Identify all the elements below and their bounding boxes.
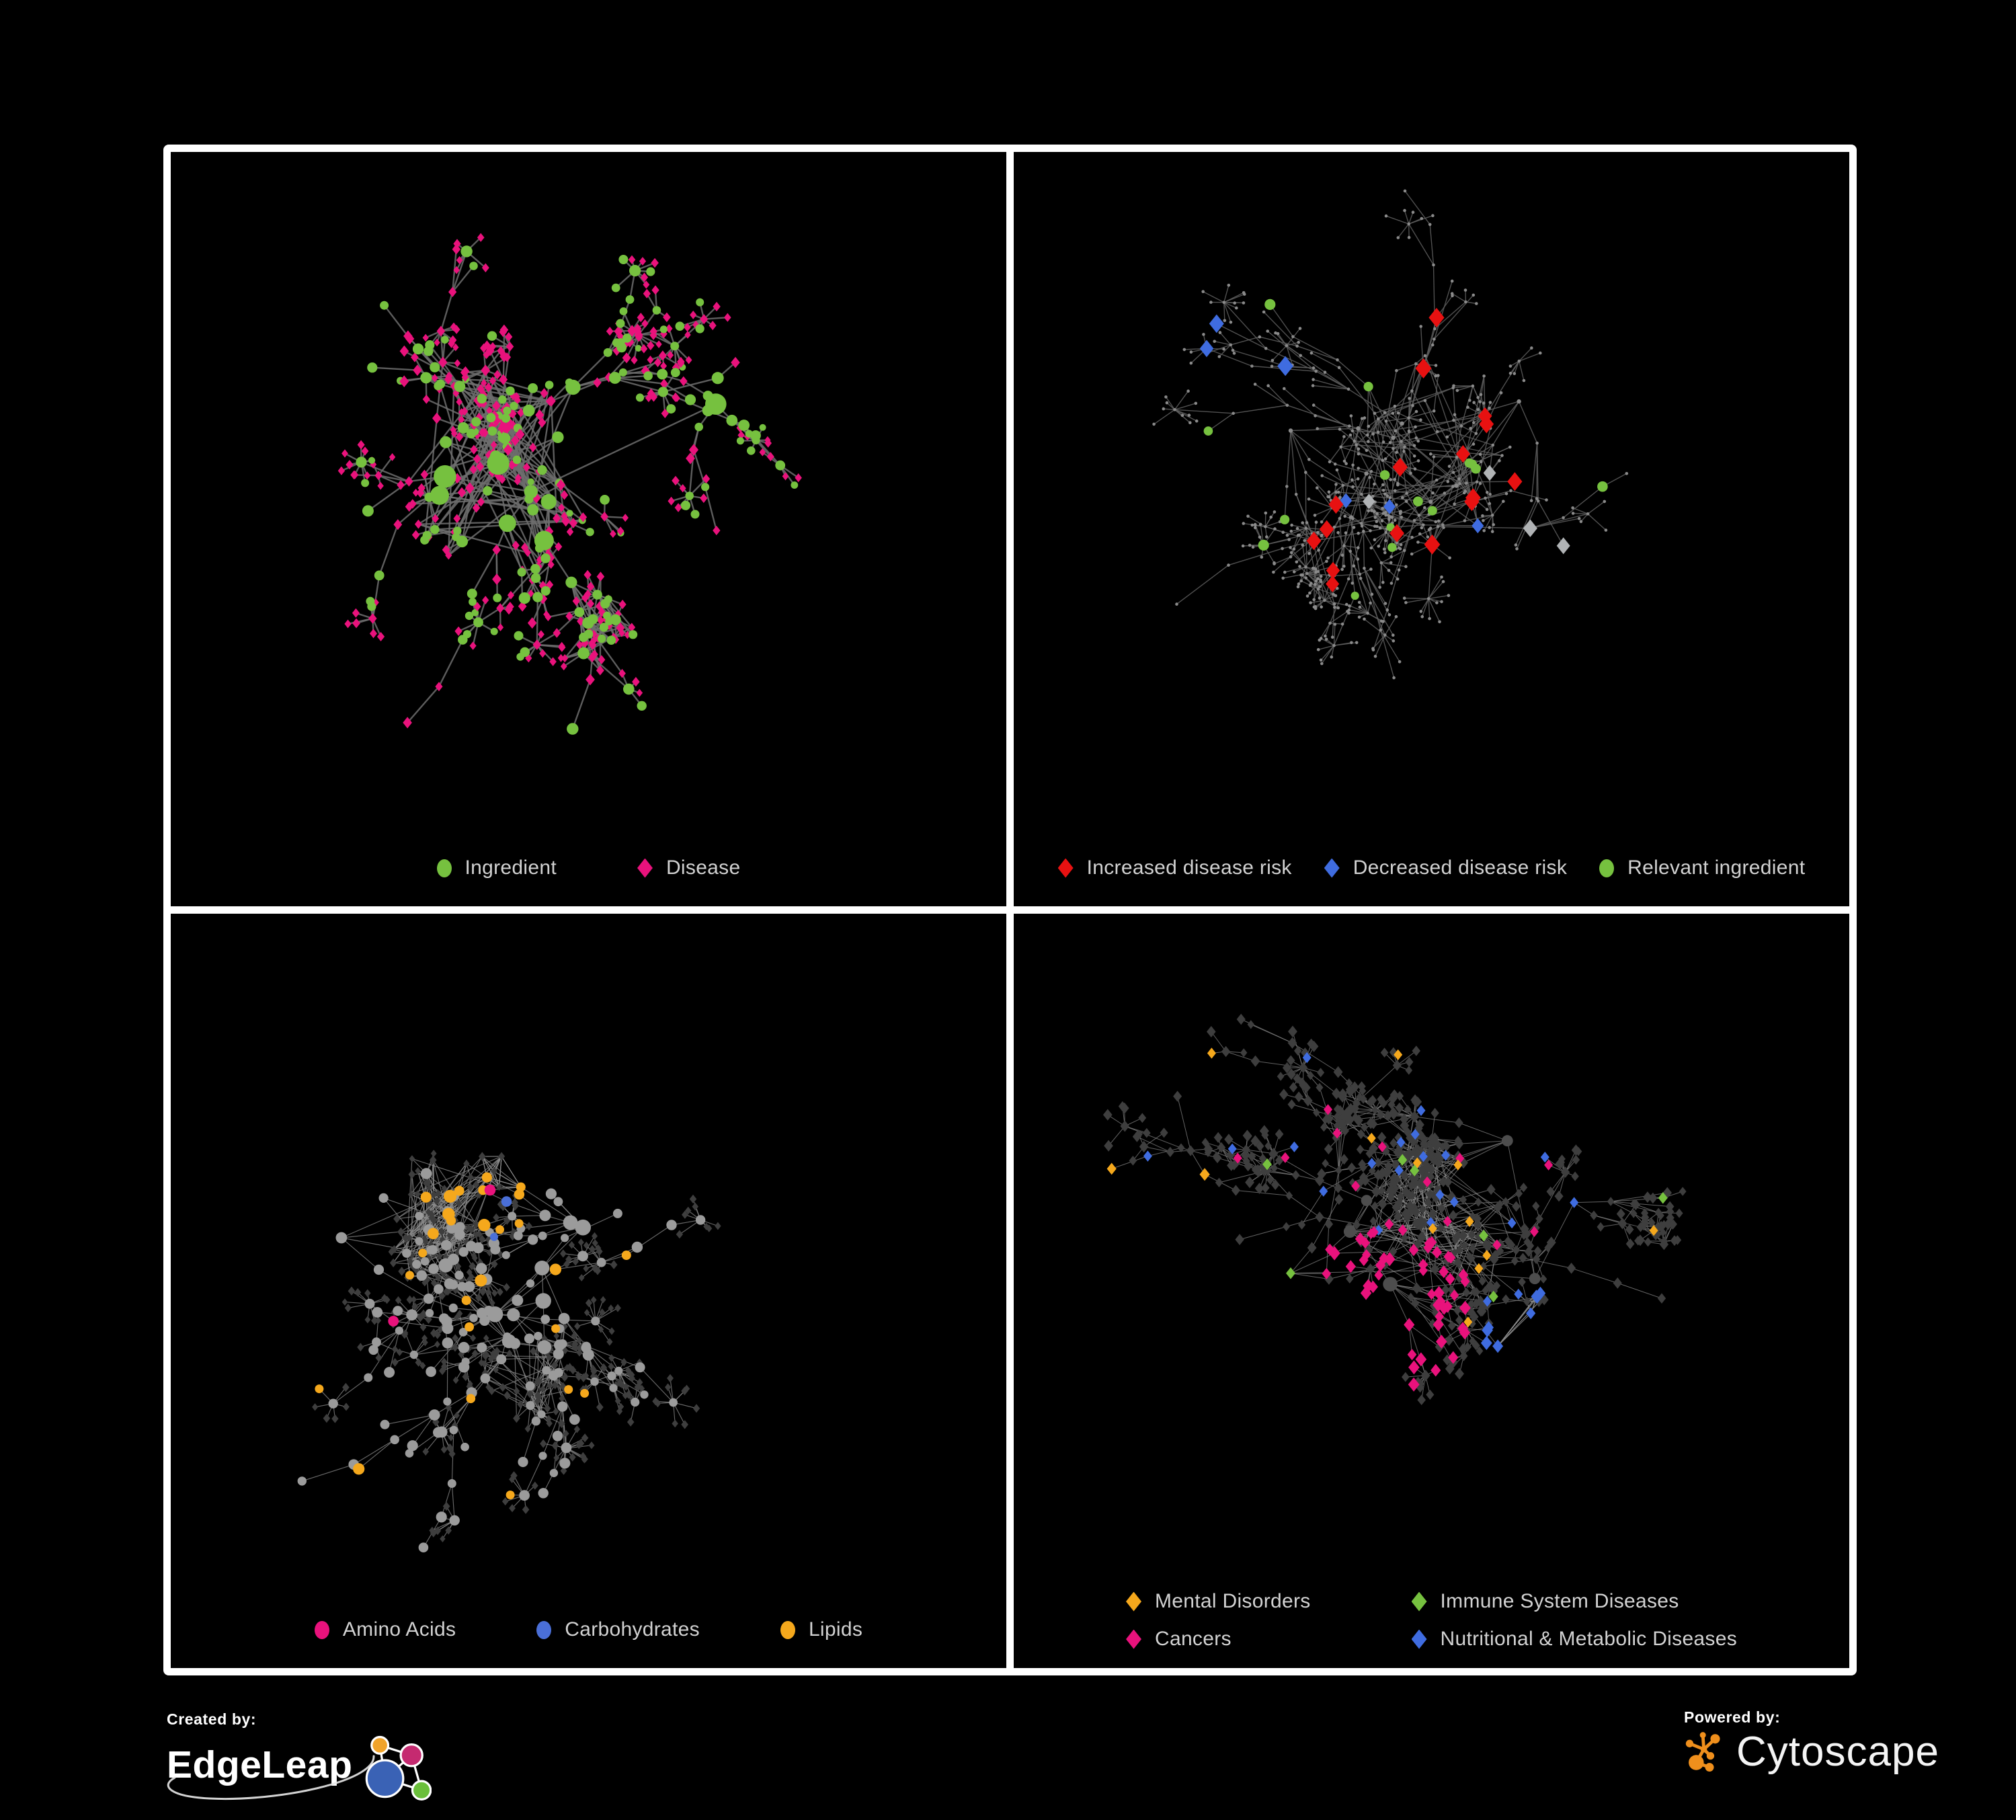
legend-item-disease: Disease bbox=[637, 857, 740, 879]
increased-risk-marker-icon bbox=[1057, 858, 1074, 878]
panel-ingredient-disease: Ingredient Disease bbox=[171, 152, 1006, 906]
nutritional-metabolic-marker-icon bbox=[1411, 1629, 1427, 1649]
legend-item-ingredient: Ingredient bbox=[436, 857, 557, 879]
network-disease-risk bbox=[1152, 189, 1629, 680]
network-ingredient-disease bbox=[337, 233, 802, 735]
legend-item-lipids: Lipids bbox=[780, 1618, 862, 1641]
panel-disease-risk: Increased disease risk Decreased disease… bbox=[1014, 152, 1849, 906]
legend-item-cancers: Cancers bbox=[1126, 1628, 1232, 1651]
legend-label-decreased-risk: Decreased disease risk bbox=[1353, 857, 1568, 879]
relevant-ingredient-marker-icon bbox=[1599, 859, 1615, 877]
legend-label-amino-acids: Amino Acids bbox=[342, 1618, 456, 1640]
amino-acids-marker-icon bbox=[314, 1620, 329, 1639]
legend-label-nutritional-metabolic: Nutritional & Metabolic Diseases bbox=[1440, 1628, 1737, 1650]
edgeleap-logo-icon bbox=[366, 1735, 432, 1801]
panel-macronutrients: Amino Acids Carbohydrates Lipids bbox=[171, 914, 1006, 1668]
cytoscape-wordmark: Cytoscape bbox=[1736, 1729, 1939, 1775]
powered-by-label: Powered by: bbox=[1684, 1708, 1781, 1726]
legend-label-increased-risk: Increased disease risk bbox=[1086, 857, 1292, 879]
legend-macronutrients: Amino Acids Carbohydrates Lipids bbox=[171, 1618, 1006, 1641]
legend-ingredient-disease: Ingredient Disease bbox=[171, 857, 1006, 879]
legend-item-increased-risk: Increased disease risk bbox=[1057, 857, 1292, 879]
cancers-marker-icon bbox=[1126, 1629, 1141, 1649]
legend-item-immune-diseases: Immune System Diseases bbox=[1411, 1590, 1679, 1613]
legend-label-immune-diseases: Immune System Diseases bbox=[1440, 1590, 1679, 1612]
legend-item-mental-disorders: Mental Disorders bbox=[1126, 1590, 1311, 1613]
network-macronutrients bbox=[297, 1150, 721, 1552]
legend-item-amino-acids: Amino Acids bbox=[314, 1618, 456, 1641]
legend-item-relevant-ingredient: Relevant ingredient bbox=[1599, 857, 1805, 879]
network-disease-categories bbox=[1102, 1013, 1687, 1405]
legend-label-disease: Disease bbox=[666, 857, 741, 879]
powered-by-credit: Powered by: Cytoscape bbox=[1684, 1708, 1966, 1809]
legend-label-lipids: Lipids bbox=[808, 1618, 863, 1640]
legend-label-ingredient: Ingredient bbox=[465, 857, 557, 879]
decreased-risk-marker-icon bbox=[1324, 858, 1340, 878]
created-by-label: Created by: bbox=[167, 1710, 257, 1728]
legend-item-nutritional-metabolic: Nutritional & Metabolic Diseases bbox=[1411, 1628, 1737, 1651]
lipids-marker-icon bbox=[780, 1620, 795, 1639]
panel-disease-categories: Mental Disorders Immune System Diseases … bbox=[1014, 914, 1849, 1668]
cytoscape-logo-icon bbox=[1685, 1731, 1720, 1772]
legend-disease-risk: Increased disease risk Decreased disease… bbox=[1014, 857, 1849, 879]
carbohydrates-marker-icon bbox=[536, 1620, 552, 1639]
legend-label-mental-disorders: Mental Disorders bbox=[1155, 1590, 1311, 1612]
edgeleap-wordmark: EdgeLeap bbox=[167, 1743, 353, 1786]
legend-disease-categories: Mental Disorders Immune System Diseases … bbox=[1014, 1590, 1849, 1651]
mental-disorders-marker-icon bbox=[1126, 1591, 1141, 1612]
legend-label-carbohydrates: Carbohydrates bbox=[565, 1618, 700, 1640]
legend-label-cancers: Cancers bbox=[1155, 1628, 1232, 1650]
legend-item-carbohydrates: Carbohydrates bbox=[536, 1618, 700, 1641]
ingredient-marker-icon bbox=[436, 859, 452, 877]
created-by-credit: Created by: EdgeLeap bbox=[167, 1710, 449, 1811]
legend-label-relevant-ingredient: Relevant ingredient bbox=[1627, 857, 1806, 879]
figure-frame: Ingredient Disease Increased disease ris… bbox=[163, 145, 1857, 1675]
immune-diseases-marker-icon bbox=[1411, 1591, 1427, 1612]
legend-item-decreased-risk: Decreased disease risk bbox=[1324, 857, 1567, 879]
disease-marker-icon bbox=[637, 858, 653, 878]
